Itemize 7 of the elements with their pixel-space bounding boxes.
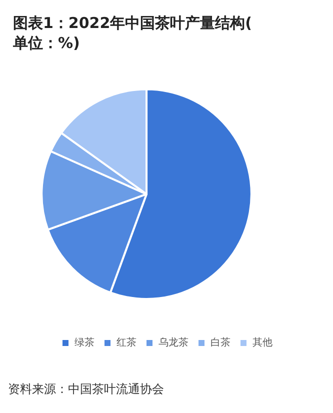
legend-label: 乌龙茶 [158,336,188,348]
legend-label: 绿茶 [74,336,94,348]
legend-label: 白茶 [210,336,230,348]
chart-title: 图表1：2022年中国茶叶产量结构(单位：%) [12,14,252,52]
legend-label: 红茶 [116,336,136,348]
text: 资料来源：中国茶叶流通协会 [8,382,164,396]
legend-label: 其他 [252,336,272,348]
